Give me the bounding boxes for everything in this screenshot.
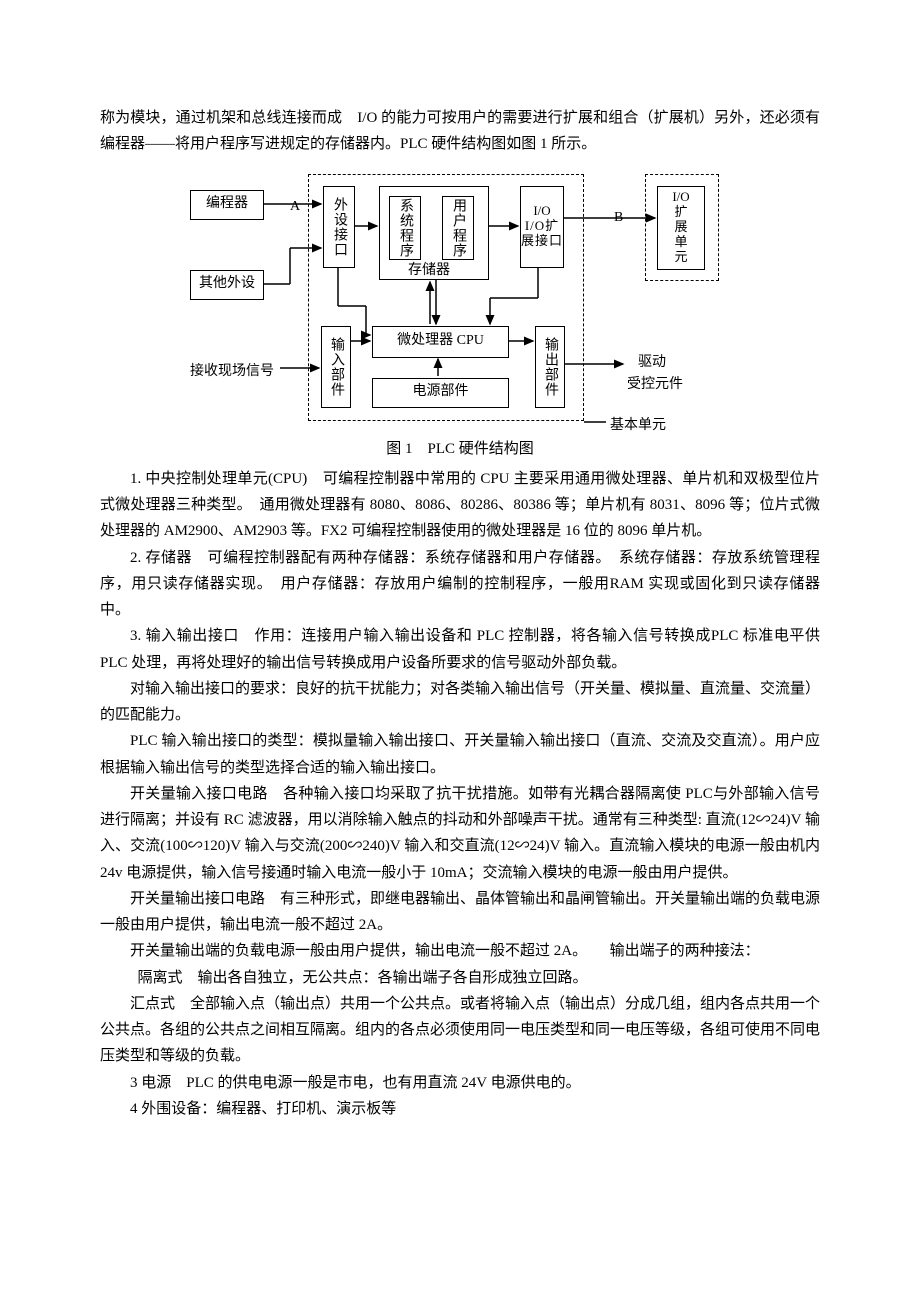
page: 称为模块，通过机架和总线连接而成 I/O 的能力可按用户的需要进行扩展和组合（扩…	[0, 0, 920, 1242]
para-intro: 称为模块，通过机架和总线连接而成 I/O 的能力可按用户的需要进行扩展和组合（扩…	[100, 105, 820, 158]
para-4: 3. 输入输出接口 作用：连接用户输入输出设备和 PLC 控制器，将各输入信号转…	[100, 623, 820, 676]
para-11: 汇点式 全部输入点（输出点）共用一个公共点。或者将输入点（输出点）分成几组，组内…	[100, 991, 820, 1070]
diagram: 编程器 其他外设 接收现场信号 外设接口 系统程序 用户程序 存储器 I/OI/…	[190, 168, 730, 432]
para-12: 3 电源 PLC 的供电电源一般是市电，也有用直流 24V 电源供电的。	[100, 1070, 820, 1096]
para-7: 开关量输入接口电路 各种输入接口均采取了抗干扰措施。如带有光耦合器隔离使 PLC…	[100, 781, 820, 886]
para-9: 开关量输出端的负载电源一般由用户提供，输出电流一般不超过 2A。 输出端子的两种…	[100, 938, 820, 964]
para-8: 开关量输出接口电路 有三种形式，即继电器输出、晶体管输出和晶闸管输出。开关量输出…	[100, 886, 820, 939]
para-6: PLC 输入输出接口的类型：模拟量输入输出接口、开关量输入输出接口（直流、交流及…	[100, 728, 820, 781]
para-5: 对输入输出接口的要求：良好的抗干扰能力；对各类输入输出信号（开关量、模拟量、直流…	[100, 676, 820, 729]
para-13: 4 外围设备：编程器、打印机、演示板等	[100, 1096, 820, 1122]
para-2: 1. 中央控制处理单元(CPU) 可编程控制器中常用的 CPU 主要采用通用微处…	[100, 466, 820, 545]
para-3: 2. 存储器 可编程控制器配有两种存储器：系统存储器和用户存储器。 系统存储器：…	[100, 545, 820, 624]
figure-caption: 图 1 PLC 硬件结构图	[100, 436, 820, 462]
arrows	[190, 168, 730, 432]
para-10: 隔离式 输出各自独立，无公共点：各输出端子各自形成独立回路。	[100, 965, 820, 991]
